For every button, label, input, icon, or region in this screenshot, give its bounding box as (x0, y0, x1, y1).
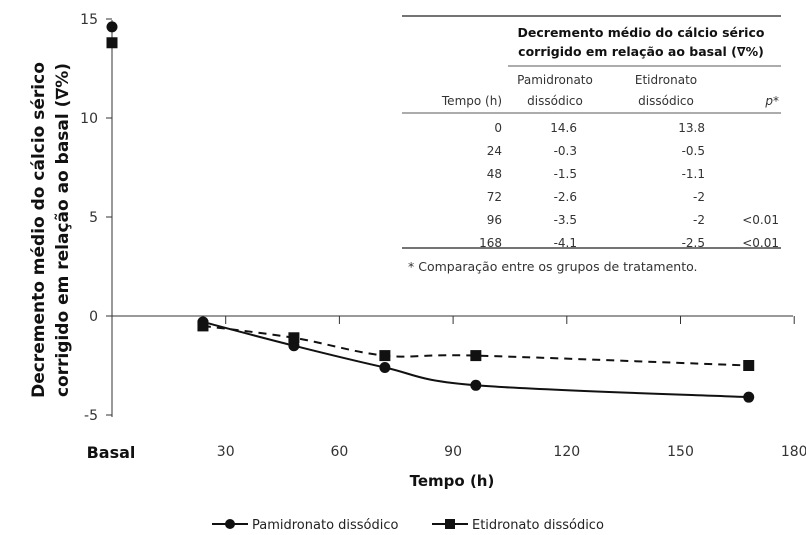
y-tick-label: -5 (84, 408, 98, 424)
x-tick-label: 150 (667, 444, 694, 460)
data-point-1 (379, 361, 391, 373)
x-tick-label: 30 (217, 444, 235, 460)
table-cell-time: 24 (487, 144, 502, 158)
table-footnote: * Comparação entre os grupos de tratamen… (408, 259, 698, 274)
table-cell-pamidronato: -0.3 (554, 144, 577, 158)
basal-point-2 (106, 37, 118, 49)
table-cell-time: 96 (487, 213, 502, 227)
data-point-2 (288, 332, 300, 344)
table-header-pam-2: dissódico (527, 94, 583, 108)
legend: Pamidronato dissódico Etidronato dissódic… (212, 518, 604, 533)
y-axis-title-line1: Decremento médio do cálcio sérico (29, 62, 49, 398)
x-axis-title: Tempo (h) (410, 472, 495, 490)
y-tick-label: 0 (89, 309, 98, 325)
data-point-2 (379, 350, 391, 362)
table-cell-etidronato: -1.1 (682, 167, 705, 181)
table-title-line2: corrigido em relação ao basal (∇%) (518, 44, 764, 59)
table-cell-p: <0.01 (742, 213, 779, 227)
table-cell-time: 0 (494, 121, 502, 135)
table-cell-time: 72 (487, 190, 502, 204)
table-cell-pamidronato: -4.1 (554, 236, 577, 250)
x-tick-label: 180 (781, 444, 806, 460)
data-point-2 (470, 350, 482, 362)
table-title-line1: Decremento médio do cálcio sérico (518, 25, 765, 40)
legend-marker-circle (225, 519, 235, 529)
table-header-p: p* (764, 94, 779, 108)
data-point-1 (470, 379, 482, 391)
series-line-2 (202, 324, 749, 367)
legend-label-2: Etidronato dissódico (472, 518, 604, 533)
basal-point-1 (106, 21, 118, 33)
table-header-time: Tempo (h) (441, 94, 502, 108)
data-table: Decremento médio do cálcio sérico corrig… (402, 15, 781, 274)
table-cell-pamidronato: -1.5 (554, 167, 577, 181)
y-tick-label: 15 (80, 12, 98, 28)
table-cell-etidronato: -0.5 (682, 144, 705, 158)
x-basal-label: Basal (87, 443, 136, 462)
table-header-eti-1: Etidronato (635, 73, 697, 87)
table-cell-time: 168 (479, 236, 502, 250)
legend-marker-square (445, 519, 455, 529)
x-tick-label: 120 (553, 444, 580, 460)
data-point-1 (743, 391, 755, 403)
y-tick-label: 10 (80, 111, 98, 127)
table-cell-pamidronato: -3.5 (554, 213, 577, 227)
table-cell-etidronato: -2.5 (682, 236, 705, 250)
table-cell-etidronato: -2 (693, 213, 705, 227)
table-cell-pamidronato: -2.6 (554, 190, 577, 204)
x-tick-label: 90 (444, 444, 462, 460)
y-axis-title-line2: corrigido em relação ao basal (∇%) (53, 63, 73, 397)
table-header-eti-2: dissódico (638, 94, 694, 108)
table-cell-time: 48 (487, 167, 502, 181)
data-point-2 (743, 360, 755, 371)
y-tick-label: 5 (89, 210, 98, 226)
table-cell-p: <0.01 (742, 236, 779, 250)
series-line-1 (202, 320, 749, 399)
table-cell-etidronato: -2 (693, 190, 705, 204)
table-cell-etidronato: 13.8 (678, 121, 705, 135)
table-header-pam-1: Pamidronato (517, 73, 593, 87)
legend-label-1: Pamidronato dissódico (252, 518, 399, 533)
table-cell-pamidronato: 14.6 (550, 121, 577, 135)
data-point-2 (197, 320, 209, 332)
x-tick-label: 60 (330, 444, 348, 460)
